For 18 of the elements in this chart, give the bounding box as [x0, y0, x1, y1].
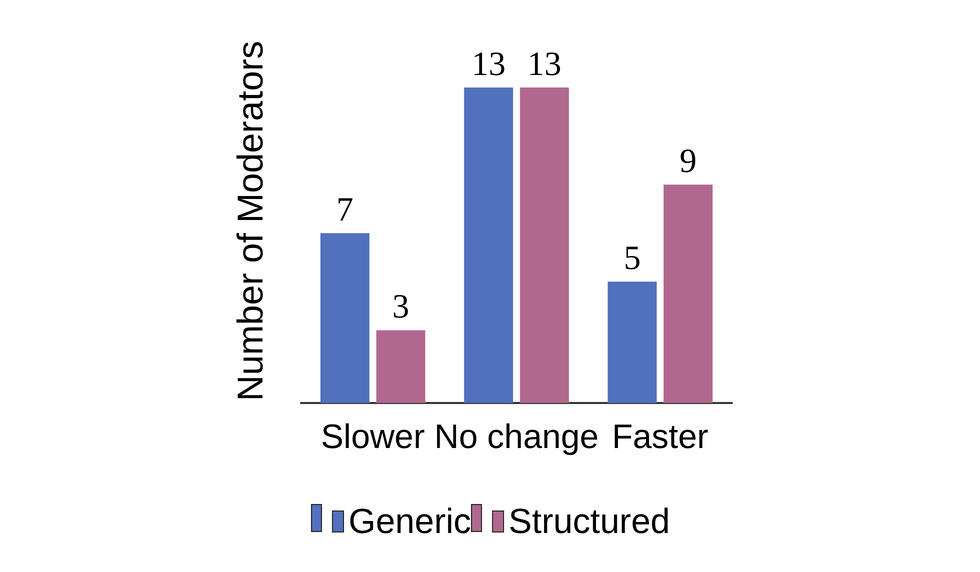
bar — [520, 88, 569, 403]
legend-label: Structured — [508, 502, 670, 541]
data-label: 13 — [472, 46, 506, 84]
bar — [464, 88, 514, 403]
x-tick-label: Slower — [320, 418, 425, 456]
data-label: 3 — [392, 288, 410, 326]
x-tick-label: Faster — [612, 418, 708, 456]
legend-label: Generic — [348, 502, 472, 541]
data-label: 13 — [527, 46, 562, 84]
bar — [320, 233, 370, 403]
x-tick-label: No change — [434, 418, 599, 456]
bar — [376, 330, 426, 403]
y-axis-title: Number of Moderators — [230, 40, 270, 402]
bar — [608, 282, 657, 403]
bar — [664, 184, 713, 403]
data-label: 5 — [624, 240, 641, 278]
data-label: 9 — [680, 143, 697, 180]
data-label: 7 — [336, 192, 354, 229]
